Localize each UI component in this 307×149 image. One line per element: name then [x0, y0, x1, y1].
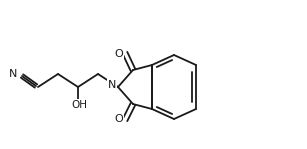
Text: N: N	[108, 80, 116, 90]
Text: OH: OH	[71, 100, 87, 110]
Text: N: N	[9, 69, 17, 79]
Text: O: O	[114, 114, 123, 124]
Text: O: O	[114, 49, 123, 59]
